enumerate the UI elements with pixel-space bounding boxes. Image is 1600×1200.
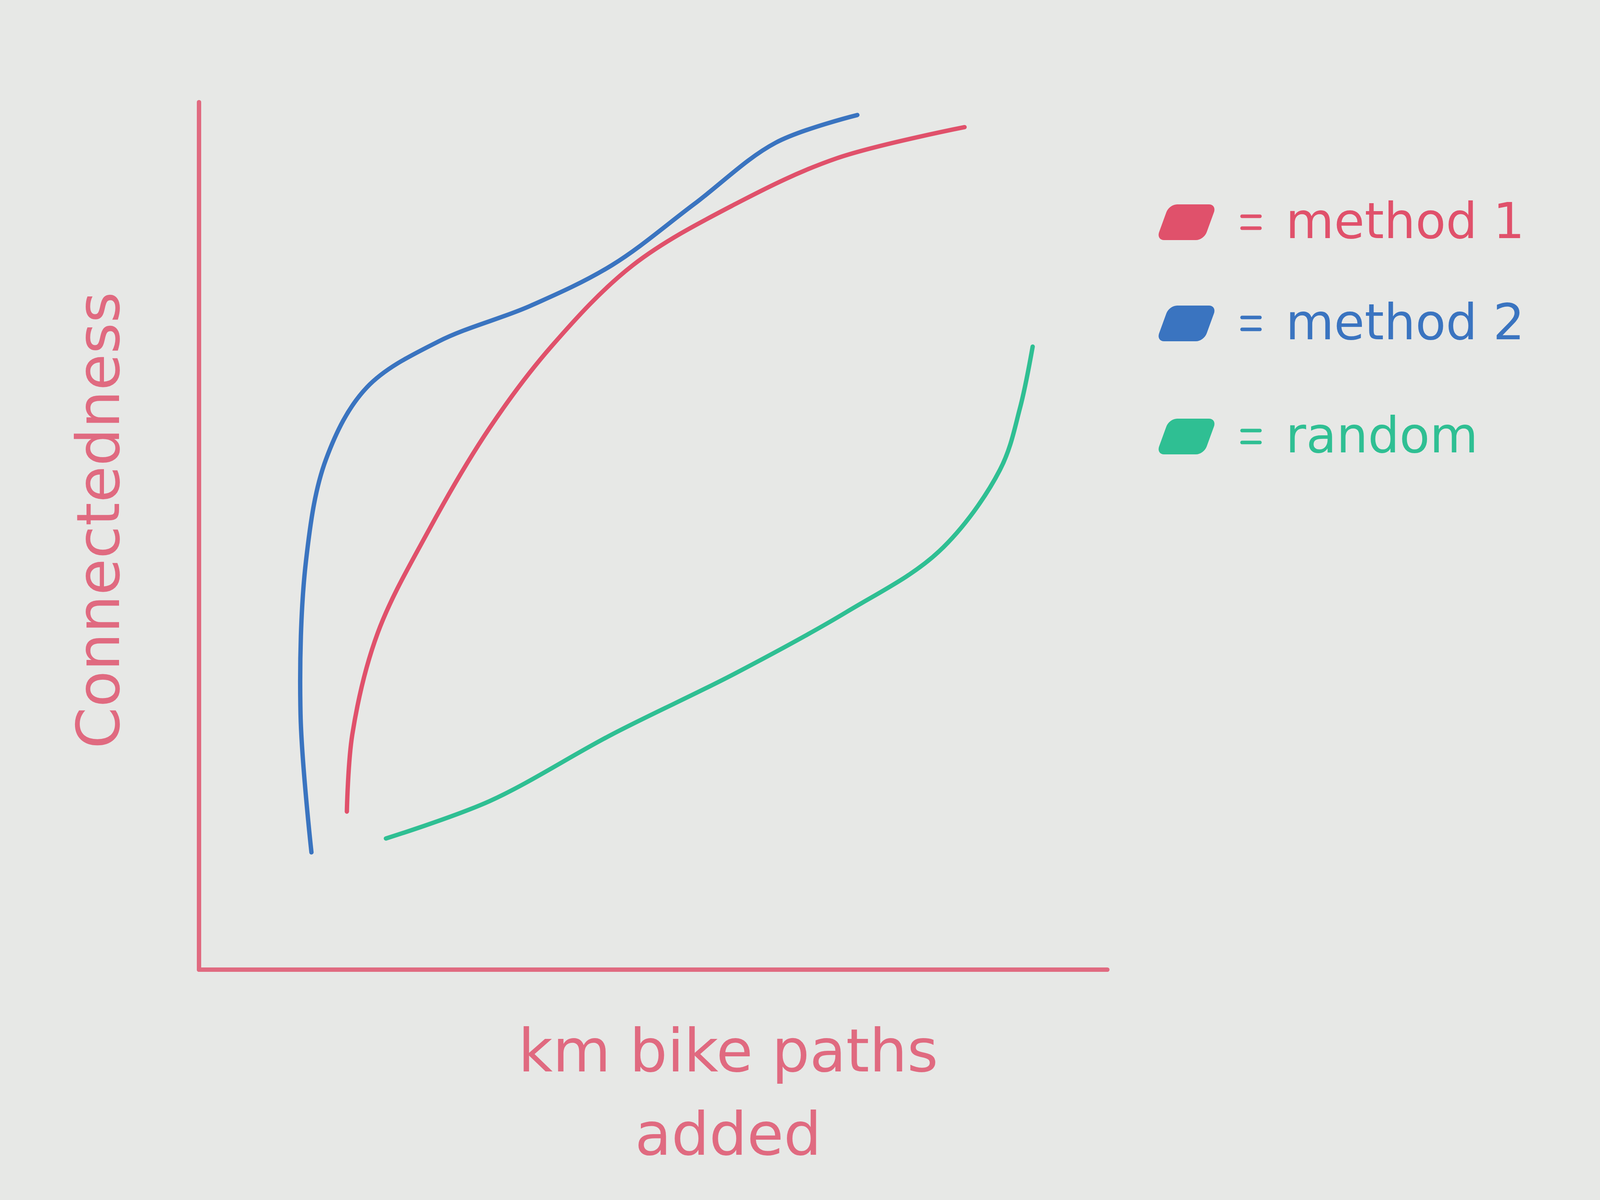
legend-equals [1242, 440, 1260, 445]
chart: Connectednesskm bike pathsaddedmethod 1m… [0, 0, 1600, 1200]
plot-area [300, 115, 1033, 853]
legend-swatch [1156, 305, 1218, 342]
legend-label: random [1285, 406, 1479, 464]
legend-item: random [1156, 406, 1479, 464]
x-axis [199, 969, 1108, 970]
series-line [386, 346, 1033, 839]
legend-swatch [1156, 418, 1218, 455]
legend-equals [1242, 315, 1260, 320]
axis-line [196, 102, 202, 970]
legend: method 1 method 2 random [1156, 192, 1525, 464]
legend-equals [1242, 226, 1260, 231]
legend-item: method 2 [1156, 293, 1525, 351]
x-axis-title: km bike pathsadded [518, 1016, 939, 1169]
legend-swatch [1156, 204, 1218, 241]
legend-label: method 1 [1285, 192, 1525, 250]
legend-equals [1242, 428, 1260, 433]
axis-line [199, 967, 1108, 972]
y-axis [198, 102, 200, 970]
background [0, 0, 1600, 1200]
y-axis-title: Connectedness [63, 291, 133, 749]
series-line [346, 126, 965, 812]
series-line [300, 115, 858, 853]
legend-equals [1242, 327, 1260, 332]
legend-equals [1242, 214, 1260, 219]
legend-item: method 1 [1156, 192, 1525, 250]
legend-label: method 2 [1285, 293, 1525, 351]
